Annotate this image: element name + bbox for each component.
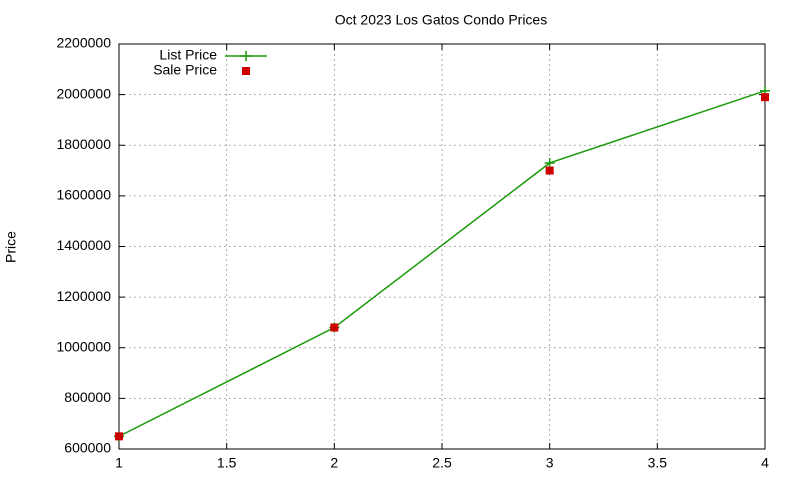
y-tick-label: 1200000 xyxy=(56,288,111,304)
chart-title: Oct 2023 Los Gatos Condo Prices xyxy=(335,12,547,28)
plot-border xyxy=(118,43,766,450)
x-tick-label: 2.5 xyxy=(432,455,452,471)
data-point xyxy=(761,93,769,102)
y-tick-label: 1400000 xyxy=(56,237,111,253)
x-tick-label: 2 xyxy=(330,455,338,471)
x-tick-label: 3 xyxy=(546,455,554,471)
y-tick-label: 2000000 xyxy=(56,85,111,101)
x-tick-label: 4 xyxy=(761,455,769,471)
data-point xyxy=(330,323,339,332)
x-tick-label: 3.5 xyxy=(648,455,668,471)
x-tick-label: 1 xyxy=(115,455,123,471)
legend-label: List Price xyxy=(159,47,217,63)
data-point xyxy=(545,166,554,175)
y-tick-label: 2200000 xyxy=(56,35,111,51)
data-point xyxy=(544,157,555,168)
y-tick-label: 1600000 xyxy=(56,187,111,203)
y-tick-label: 600000 xyxy=(64,440,111,456)
y-tick-label: 800000 xyxy=(64,389,111,405)
y-axis-label: Price xyxy=(3,231,19,263)
data-point xyxy=(115,432,123,441)
y-tick-label: 1000000 xyxy=(56,338,111,354)
y-tick-label: 1800000 xyxy=(56,136,111,152)
legend-marker xyxy=(241,51,251,61)
legend-label: Sale Price xyxy=(153,62,217,78)
legend-marker xyxy=(242,67,250,75)
series-line xyxy=(118,90,766,438)
x-tick-label: 1.5 xyxy=(217,455,237,471)
